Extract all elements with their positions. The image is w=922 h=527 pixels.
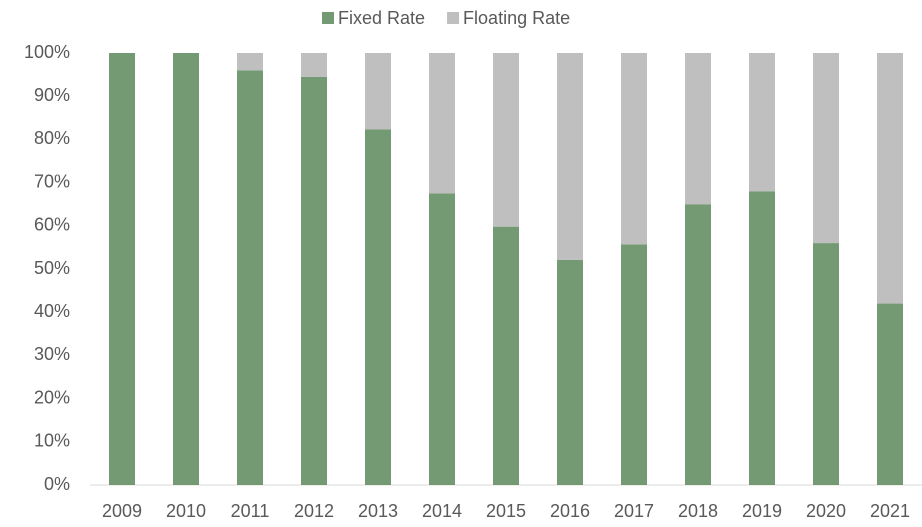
bar-segment [429, 53, 455, 194]
x-tick-label: 2017 [614, 501, 654, 521]
legend-swatch [447, 12, 460, 24]
y-tick-label: 100% [24, 42, 70, 62]
bar-segment [685, 204, 711, 485]
bar-segment [109, 53, 135, 485]
bar-segment [813, 243, 839, 485]
x-tick-label: 2018 [678, 501, 718, 521]
x-tick-label: 2020 [806, 501, 846, 521]
y-tick-label: 90% [34, 85, 70, 105]
y-tick-label: 10% [34, 431, 70, 451]
x-tick-label: 2009 [102, 501, 142, 521]
y-tick-label: 30% [34, 344, 70, 364]
bar-segment [877, 303, 903, 485]
bar-segment [173, 53, 199, 485]
bar-segment [621, 53, 647, 245]
y-tick-label: 70% [34, 171, 70, 191]
x-tick-label: 2021 [870, 501, 910, 521]
x-tick-label: 2016 [550, 501, 590, 521]
bar-segment [365, 53, 391, 130]
bar-segment [237, 70, 263, 485]
legend-label: Fixed Rate [338, 8, 425, 28]
legend-label: Floating Rate [463, 8, 570, 28]
x-tick-label: 2012 [294, 501, 334, 521]
bar-segment [749, 53, 775, 192]
x-tick-label: 2019 [742, 501, 782, 521]
bar-segment [749, 191, 775, 486]
y-tick-label: 50% [34, 258, 70, 278]
bar-segment [813, 53, 839, 244]
bar-segment [877, 53, 903, 304]
bar-segment [621, 244, 647, 485]
bar-segment [493, 226, 519, 485]
y-tick-label: 80% [34, 128, 70, 148]
x-tick-label: 2014 [422, 501, 462, 521]
bar-segment [493, 53, 519, 227]
bar-segment [685, 53, 711, 205]
bar-segment [237, 53, 263, 71]
legend-swatch [322, 12, 334, 24]
bar-segment [365, 129, 391, 486]
x-tick-label: 2013 [358, 501, 398, 521]
bar-segment [301, 76, 327, 485]
x-tick-label: 2015 [486, 501, 526, 521]
bar-segment [301, 53, 327, 77]
y-tick-label: 40% [34, 301, 70, 321]
y-tick-label: 0% [44, 474, 70, 494]
bar-segment [557, 259, 583, 485]
y-tick-label: 20% [34, 387, 70, 407]
y-tick-label: 60% [34, 215, 70, 235]
x-tick-label: 2011 [231, 501, 270, 521]
x-tick-label: 2010 [166, 501, 206, 521]
bar-segment [557, 53, 583, 260]
bar-segment [429, 193, 455, 485]
